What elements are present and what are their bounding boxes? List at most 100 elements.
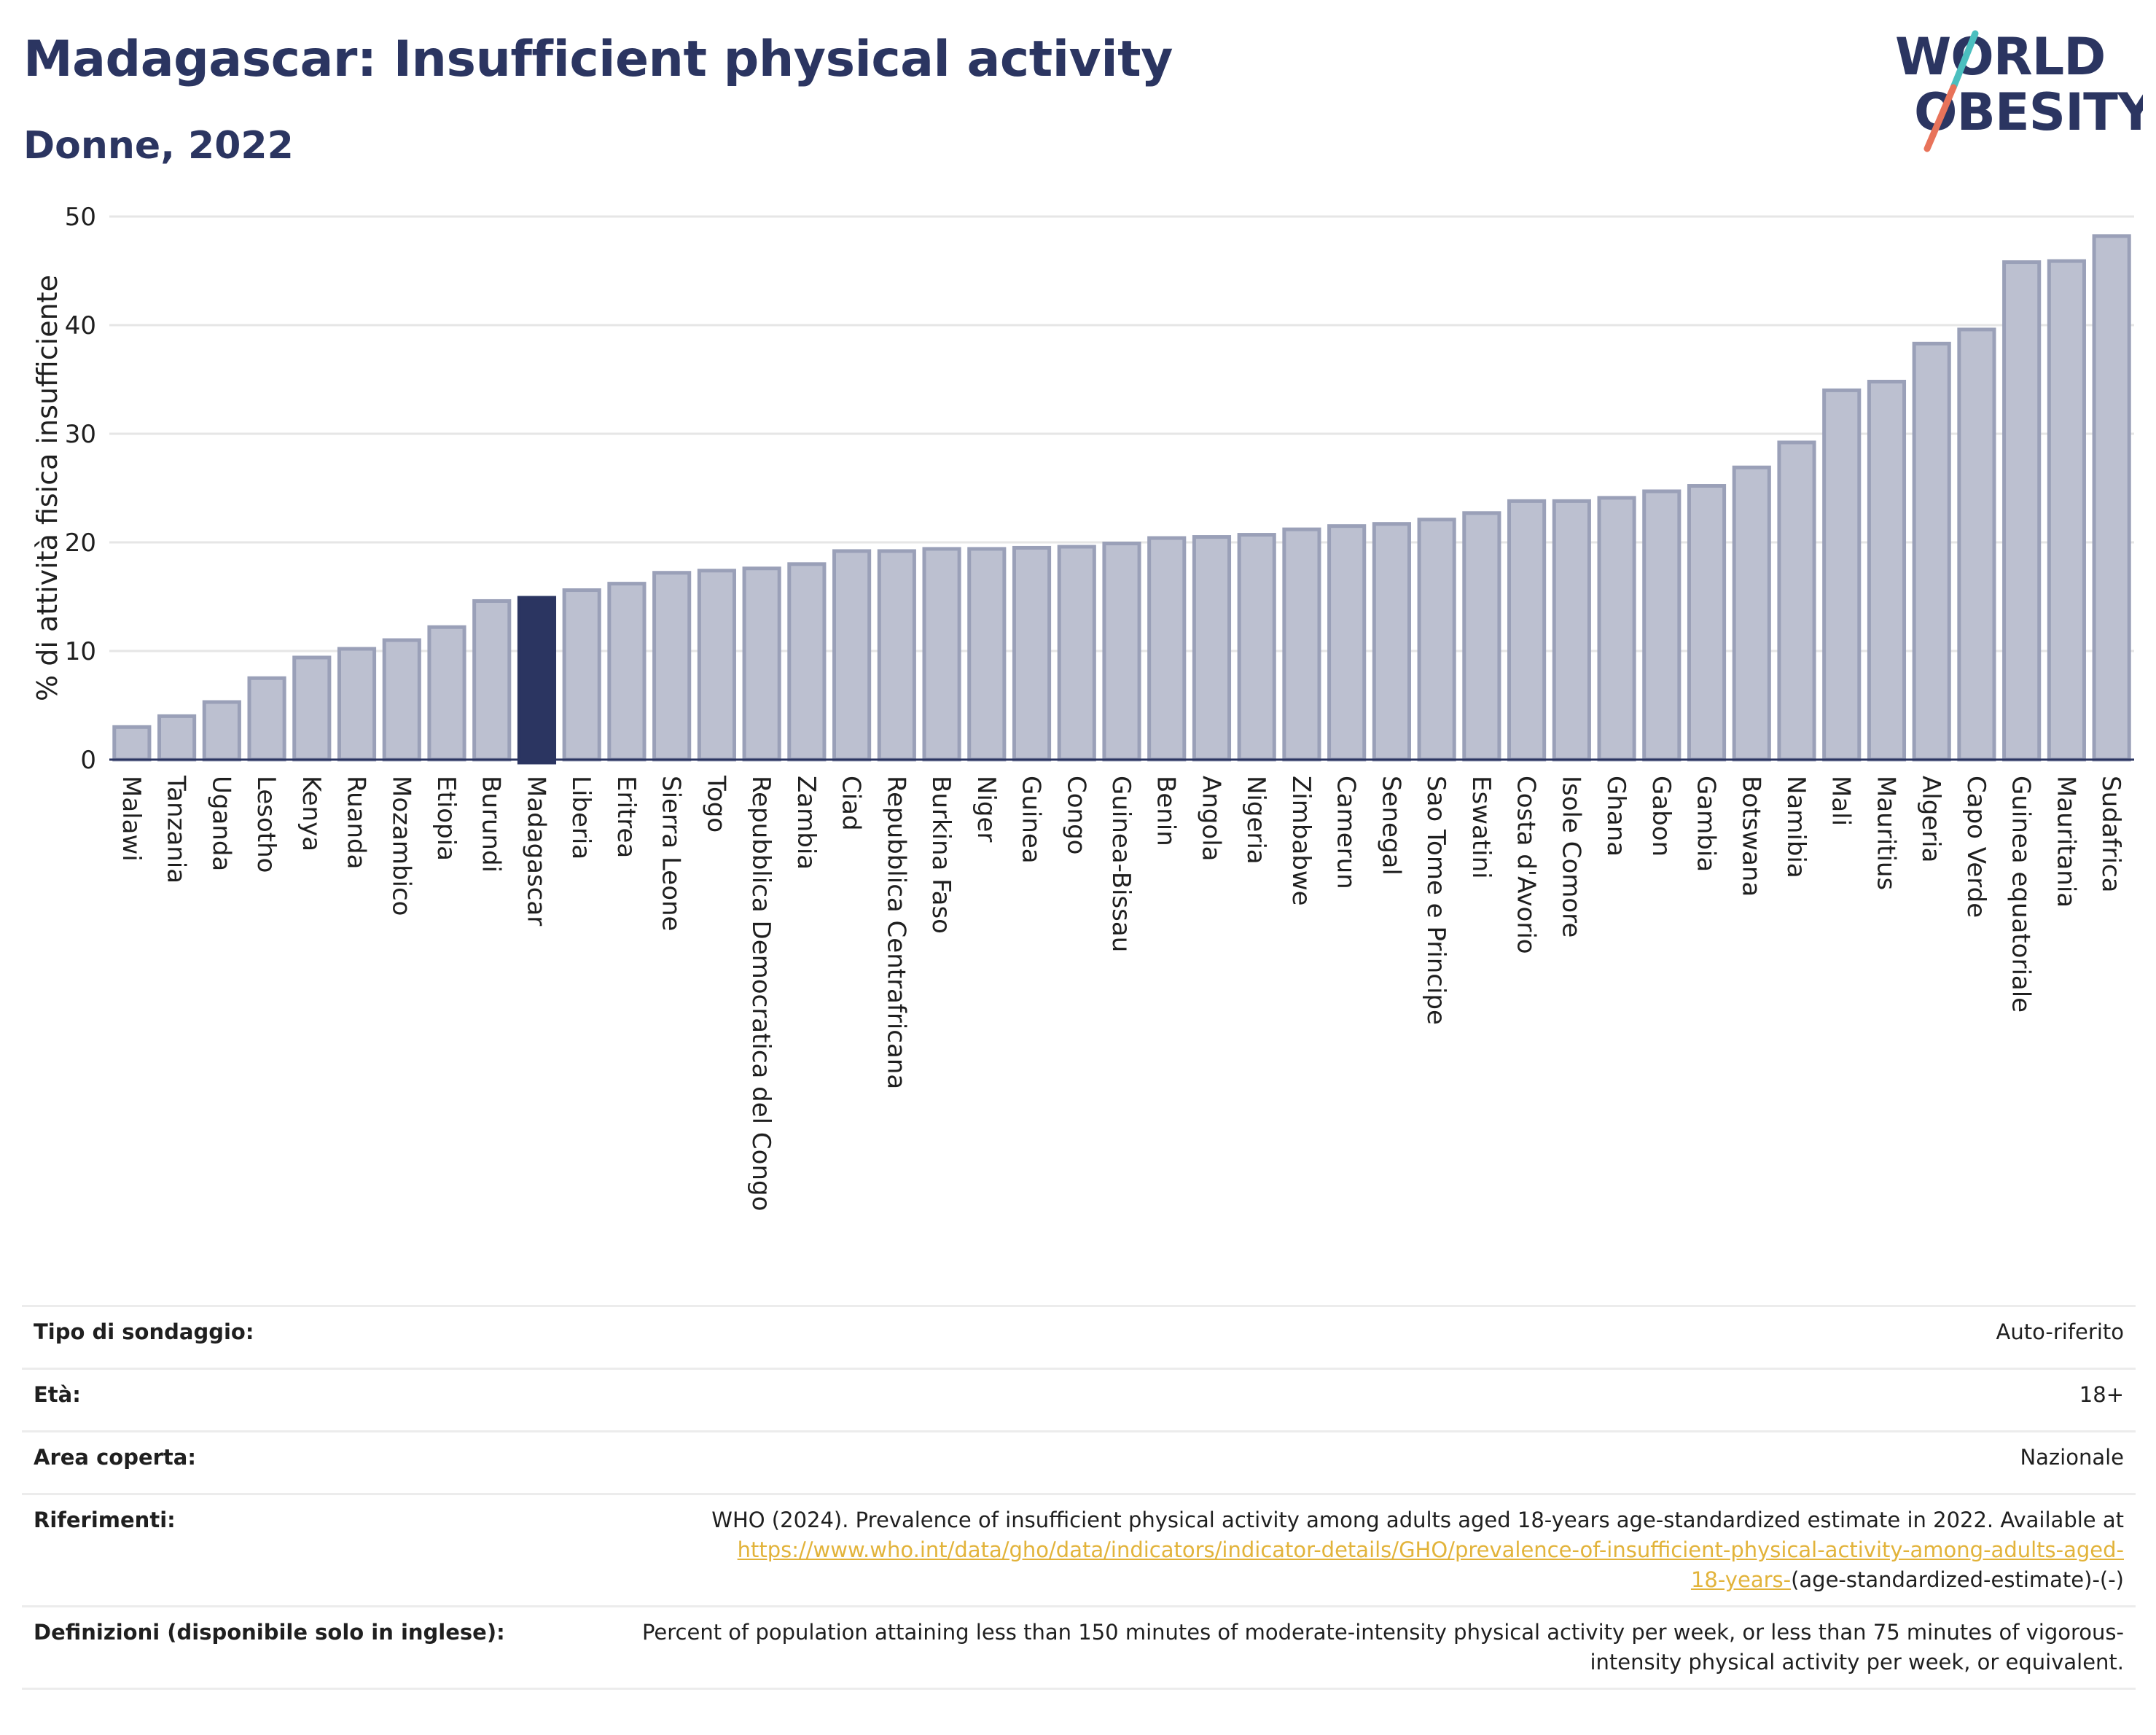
age-value: 18+ [599, 1368, 2136, 1432]
bar [922, 547, 961, 762]
definitions-label: Definizioni (disponibile solo in inglese… [22, 1605, 599, 1690]
bar [1507, 499, 1547, 762]
bar [1777, 440, 1816, 762]
x-category-label: Guinea-Bissau [1106, 776, 1136, 952]
y-tick-label: 30 [65, 420, 96, 449]
bar-chart: 0 10 20 30 40 50 Malawi Tanzania Uganda Lesotho K… [31, 203, 2134, 1211]
bar [1822, 388, 1862, 762]
x-category-label: Eritrea [612, 776, 641, 858]
x-category-label: Malawi [117, 776, 146, 862]
x-category-label: Sierra Leone [657, 776, 686, 931]
age-label: Età: [22, 1368, 599, 1432]
references-link-line-2: 18-years- [1690, 1567, 1792, 1592]
bar [427, 625, 466, 762]
bar [832, 549, 872, 762]
bar [2002, 260, 2042, 762]
x-category-label: Togo [701, 775, 730, 833]
survey-type-value: Auto-riferito [599, 1305, 2136, 1370]
info-row-survey-type: Tipo di sondaggio: Auto-riferito [22, 1305, 2136, 1370]
x-category-label: Sao Tome e Principe [1421, 776, 1450, 1025]
bar [1957, 327, 1996, 762]
bar [607, 582, 647, 762]
x-category-label: Burundi [477, 776, 506, 873]
bar [292, 655, 332, 762]
x-category-label: Namibia [1781, 776, 1811, 878]
x-category-label: Tanzania [162, 775, 191, 884]
x-category-label: Ciad [837, 776, 866, 831]
x-category-label: Liberia [566, 776, 595, 859]
bar [1282, 527, 1321, 762]
x-category-label: Eswatini [1466, 776, 1496, 879]
references-value: WHO (2024). Prevalence of insufficient p… [599, 1493, 2136, 1607]
info-table: Tipo di sondaggio: Auto-riferito Età: 18… [22, 1305, 2136, 1690]
bar [247, 676, 286, 762]
x-category-label: Lesotho [251, 776, 281, 873]
x-category-label: Costa d'Avorio [1512, 776, 1541, 954]
x-category-label: Mali [1827, 776, 1856, 826]
x-category-label: Mozambico [386, 776, 415, 916]
x-category-label: Ghana [1601, 776, 1630, 857]
x-axis-categories: Malawi Tanzania Uganda Lesotho Kenya Ruanda Mo… [117, 775, 2125, 1211]
world-obesity-logo: WORLD OBESITY [1895, 29, 2143, 152]
bar [1102, 541, 1141, 762]
info-row-coverage: Area coperta: Nazionale [22, 1430, 2136, 1495]
x-category-label: Isole Comore [1556, 776, 1585, 937]
bar [1192, 535, 1232, 762]
bar [697, 569, 736, 762]
bar [787, 562, 827, 762]
x-category-label: Congo [1061, 776, 1090, 854]
y-tick-label: 0 [80, 746, 96, 775]
bar [1867, 379, 1907, 762]
x-category-label: Zambia [792, 776, 821, 870]
x-category-label: Benin [1152, 776, 1181, 846]
x-category-label: Algeria [1916, 776, 1945, 862]
logo-line-1: WORLD [1895, 29, 2105, 87]
references-suffix: (age-standardized-estimate)-(-) [1791, 1567, 2124, 1592]
coverage-value: Nazionale [599, 1430, 2136, 1495]
x-category-label: Botswana [1736, 776, 1765, 897]
bar [2047, 259, 2086, 762]
coverage-label: Area coperta: [22, 1430, 599, 1495]
x-category-label: Repubblica Democratica del Congo [746, 776, 776, 1211]
x-category-label: Gambia [1692, 776, 1721, 872]
bar-highlighted [517, 596, 557, 765]
bar [652, 571, 692, 762]
x-category-label: Guinea equatoriale [2007, 776, 2036, 1013]
bar [1012, 545, 1052, 762]
x-category-label: Repubblica Centrafricana [881, 776, 910, 1089]
bar [1057, 545, 1096, 762]
x-category-label: Niger [972, 776, 1001, 842]
x-category-label: Madagascar [521, 776, 550, 926]
bar [472, 599, 512, 762]
x-category-label: Senegal [1376, 776, 1405, 876]
x-category-label: Sudafrica [2096, 776, 2125, 892]
bar [1327, 524, 1367, 762]
bar [202, 700, 241, 762]
y-tick-label: 40 [65, 311, 96, 340]
info-row-age: Età: 18+ [22, 1368, 2136, 1432]
bar [562, 588, 601, 762]
references-label: Riferimenti: [22, 1493, 599, 1607]
bar [112, 725, 152, 762]
bar [2092, 234, 2131, 762]
logo-slash-top [1950, 30, 1979, 91]
x-category-label: Capo Verde [1961, 776, 1991, 918]
definitions-value: Percent of population attaining less tha… [599, 1605, 2136, 1690]
x-category-label: Angola [1196, 776, 1225, 861]
x-category-label: Burkina Faso [926, 776, 956, 934]
x-category-label: Guinea [1017, 776, 1046, 864]
y-tick-label: 10 [65, 637, 96, 666]
bar [1912, 341, 1951, 762]
references-link-line-1: https://www.who.int/data/gho/data/indica… [737, 1537, 2124, 1562]
bar [877, 549, 916, 762]
x-category-label: Mauritius [1871, 776, 1900, 890]
bar [742, 566, 781, 762]
references-link[interactable]: https://www.who.int/data/gho/data/indica… [738, 1537, 2124, 1592]
x-category-label: Ruanda [342, 776, 371, 869]
x-category-label: Gabon [1647, 776, 1676, 857]
x-category-label: Kenya [297, 776, 326, 851]
y-axis-ticks: 0 10 20 30 40 50 [65, 203, 96, 775]
bar [1147, 536, 1187, 762]
x-category-label: Nigeria [1241, 776, 1270, 865]
bar [967, 547, 1007, 762]
